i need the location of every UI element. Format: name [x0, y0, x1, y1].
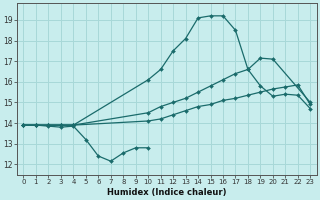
X-axis label: Humidex (Indice chaleur): Humidex (Indice chaleur) [107, 188, 227, 197]
